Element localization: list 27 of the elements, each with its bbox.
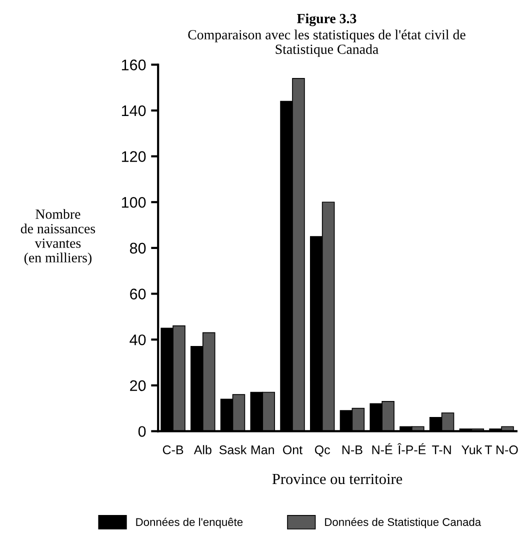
x-axis-title: Province ou territoire [272, 474, 402, 484]
chart-title: Figure 3.3 [297, 13, 356, 26]
chart-subtitle: Comparaison avec les statistiques de l'état civil de Statistique Canada [188, 30, 466, 57]
x-tick-label: C-B [162, 445, 184, 454]
x-tick-label: Yuk [462, 445, 482, 454]
legend-label: Données de l'enquête [136, 518, 243, 528]
y-tick-label: 160 [122, 60, 146, 70]
y-axis-title: Nombre de naissances vivantes (en milliers) [20, 209, 96, 266]
x-tick-label: T N-O [484, 445, 518, 454]
x-tick-label: Ont [283, 445, 302, 454]
x-tick-label: Sask [219, 445, 247, 454]
y-tick-label: 60 [130, 288, 146, 300]
x-tick-label: Î-P-É [397, 443, 426, 454]
y-tick-label: 120 [122, 151, 146, 162]
y-tick-label: 0 [138, 426, 146, 437]
y-tick-label: 20 [130, 380, 146, 392]
x-tick-label: Alb [194, 445, 212, 454]
x-tick-label: T-N [432, 446, 451, 454]
x-tick-label: N-É [372, 443, 392, 454]
x-tick-label: N-B [342, 446, 362, 454]
y-tick-label: 140 [122, 105, 146, 116]
y-tick-label: 40 [130, 334, 146, 346]
legend-label: Données de Statistique Canada [325, 518, 482, 528]
x-tick-label: Man [251, 446, 274, 454]
x-tick-label: Qc [314, 445, 330, 457]
y-tick-label: 100 [122, 196, 146, 208]
y-tick-label: 80 [130, 242, 146, 254]
